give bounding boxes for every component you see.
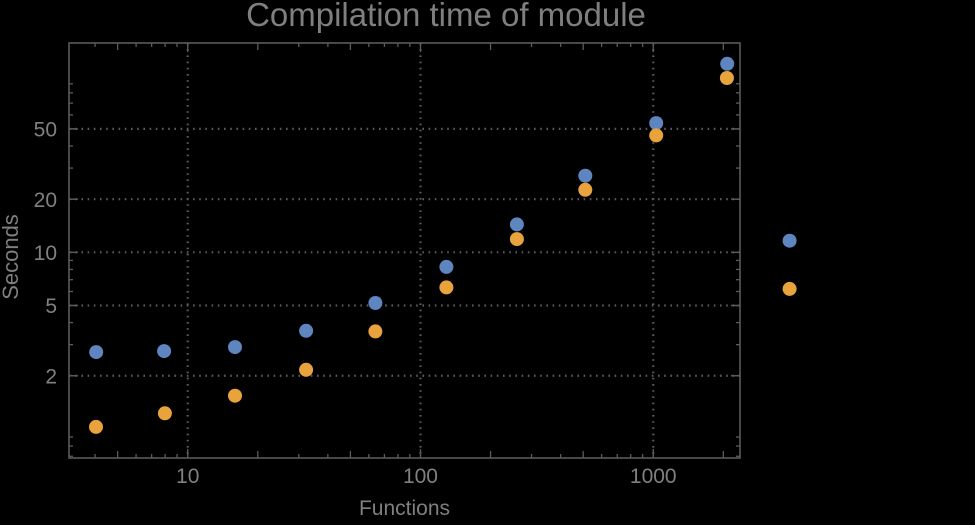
- svg-text:Seconds: Seconds: [0, 214, 23, 300]
- svg-text:2: 2: [45, 366, 57, 389]
- svg-text:5: 5: [45, 295, 57, 318]
- svg-text:10: 10: [176, 465, 199, 488]
- svg-text:100: 100: [403, 465, 438, 488]
- svg-text:50: 50: [34, 119, 57, 142]
- svg-text:Functions: Functions: [359, 497, 450, 520]
- svg-text:1000: 1000: [630, 465, 677, 488]
- svg-text:Compilation time of module: Compilation time of module: [246, 0, 646, 33]
- svg-text:20: 20: [34, 189, 57, 212]
- svg-text:10: 10: [34, 242, 57, 265]
